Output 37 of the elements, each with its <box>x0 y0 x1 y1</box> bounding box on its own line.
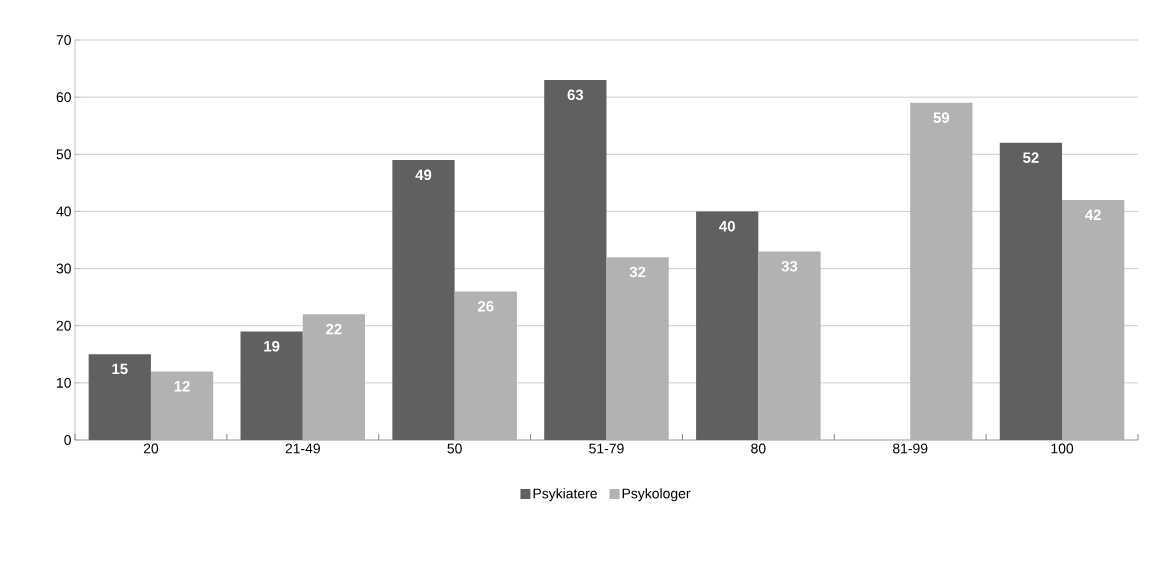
data-label: 52 <box>1023 152 1039 163</box>
data-label: 63 <box>567 89 584 101</box>
bar <box>606 257 669 440</box>
bar <box>910 102 973 440</box>
legend-label: Psykiatere <box>533 488 597 502</box>
bar <box>302 314 366 440</box>
x-tick-label: 51-79 <box>589 443 624 454</box>
y-tick-label: 50 <box>56 149 71 160</box>
data-label: 49 <box>415 169 432 181</box>
y-tick-label: 30 <box>56 263 71 274</box>
data-label: 22 <box>326 323 342 335</box>
x-tick-label: 81-99 <box>892 443 928 454</box>
data-label: 33 <box>781 260 798 272</box>
data-label: 42 <box>1085 209 1101 220</box>
data-label: 40 <box>719 220 735 232</box>
x-tick-label: 21-49 <box>285 443 320 454</box>
data-label: 32 <box>629 266 646 278</box>
x-tick-label: 50 <box>447 443 462 454</box>
bar <box>1062 200 1125 440</box>
x-tick-label: 20 <box>143 443 159 454</box>
bar <box>150 371 214 440</box>
y-tick-label: 20 <box>56 320 71 331</box>
data-label: 26 <box>477 300 494 312</box>
y-tick-label: 70 <box>56 35 71 45</box>
bar <box>758 251 821 440</box>
data-label: 59 <box>933 112 950 123</box>
x-tick-label: 80 <box>751 443 766 454</box>
data-label: 19 <box>264 340 280 352</box>
data-label: 12 <box>174 380 190 392</box>
y-tick-label: 10 <box>57 377 71 388</box>
y-tick-label: 0 <box>64 435 71 445</box>
bar <box>454 291 517 440</box>
legend-label: Psykologer <box>622 488 691 502</box>
y-tick-label: 40 <box>56 206 71 217</box>
y-tick-label: 60 <box>56 92 71 103</box>
x-tick-label: 100 <box>1051 443 1074 454</box>
data-label: 15 <box>112 363 128 375</box>
